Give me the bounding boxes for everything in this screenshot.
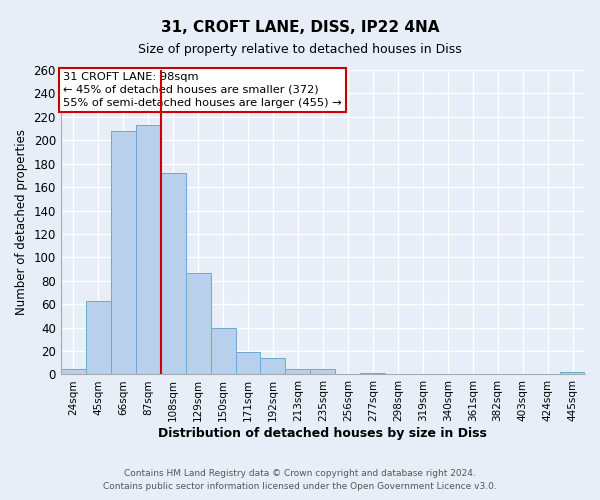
Y-axis label: Number of detached properties: Number of detached properties [15,129,28,315]
Text: 31 CROFT LANE: 98sqm
← 45% of detached houses are smaller (372)
55% of semi-deta: 31 CROFT LANE: 98sqm ← 45% of detached h… [64,72,342,108]
Bar [86,300,111,374]
Bar [310,368,335,374]
Bar [136,125,161,374]
Bar [286,368,310,374]
Bar [211,328,236,374]
Text: Contains HM Land Registry data © Crown copyright and database right 2024.: Contains HM Land Registry data © Crown c… [124,468,476,477]
Bar [260,358,286,374]
Text: 31, CROFT LANE, DISS, IP22 4NA: 31, CROFT LANE, DISS, IP22 4NA [161,20,439,35]
X-axis label: Distribution of detached houses by size in Diss: Distribution of detached houses by size … [158,427,487,440]
Bar [111,131,136,374]
Bar [560,372,585,374]
Bar [61,368,86,374]
Bar [161,173,185,374]
Bar [236,352,260,374]
Text: Contains public sector information licensed under the Open Government Licence v3: Contains public sector information licen… [103,482,497,491]
Text: Size of property relative to detached houses in Diss: Size of property relative to detached ho… [138,42,462,56]
Bar [185,272,211,374]
